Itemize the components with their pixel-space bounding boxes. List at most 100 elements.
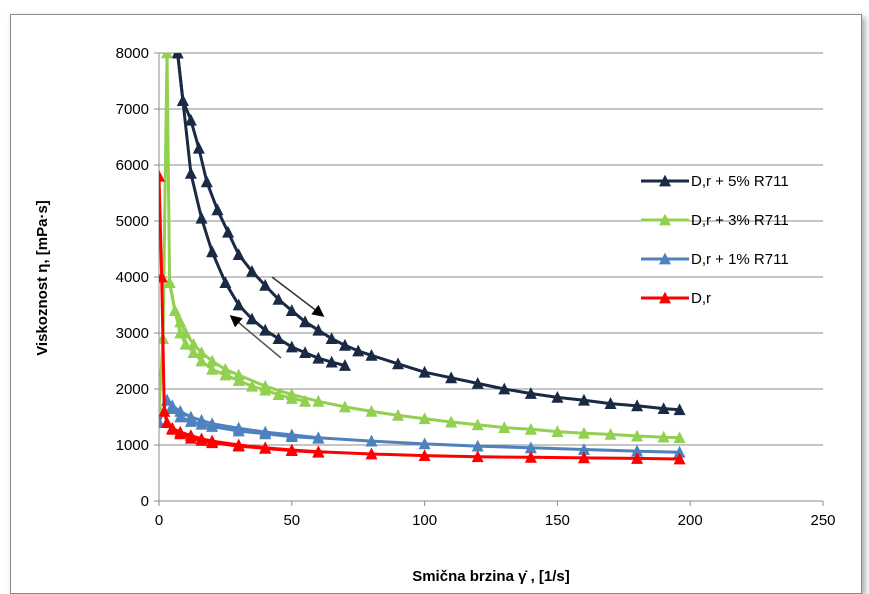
data-point: [365, 447, 378, 460]
data-point: [195, 346, 208, 358]
data-point: [418, 449, 431, 462]
data-point: [179, 337, 192, 350]
data-point: [604, 427, 617, 440]
data-point: [631, 444, 644, 457]
data-point: [195, 211, 208, 224]
x-tick-label: 100: [412, 512, 437, 529]
data-point: [245, 265, 258, 277]
y-tick-label: 2000: [116, 381, 149, 398]
data-point: [577, 443, 590, 455]
data-point: [195, 432, 208, 445]
data-point: [524, 450, 537, 463]
data-point: [471, 439, 484, 452]
data-point: [312, 351, 325, 364]
data-point: [524, 422, 537, 435]
data-point: [352, 344, 365, 357]
data-point: [232, 298, 245, 311]
data-point: [299, 394, 312, 407]
data-point: [160, 53, 173, 59]
data-point: [673, 452, 686, 465]
data-point: [159, 402, 165, 414]
data-point: [272, 332, 285, 344]
data-point: [312, 394, 325, 407]
data-point: [312, 323, 325, 336]
x-tick-label: 200: [678, 512, 703, 529]
data-point: [418, 437, 431, 450]
data-point: [325, 332, 338, 344]
data-point: [577, 451, 590, 464]
data-point: [222, 225, 235, 238]
data-point: [187, 346, 200, 358]
series-line-down: [176, 53, 680, 412]
y-tick-label: 0: [141, 493, 149, 510]
data-point: [338, 400, 351, 413]
data-point: [272, 388, 285, 400]
legend-swatch-marker: [659, 252, 671, 265]
data-point: [325, 355, 338, 368]
series-1: [159, 53, 686, 444]
y-tick-label: 8000: [116, 45, 149, 62]
x-tick-label: 0: [155, 512, 163, 529]
data-point: [657, 430, 670, 443]
y-tick-label: 3000: [116, 325, 149, 342]
data-point: [206, 245, 219, 258]
data-point: [192, 141, 205, 154]
data-point: [577, 393, 590, 406]
data-point: [631, 399, 644, 412]
data-point: [174, 315, 187, 328]
series-group: [159, 53, 686, 465]
x-tick-label: 50: [283, 512, 300, 529]
data-point: [285, 388, 298, 400]
data-point: [159, 169, 165, 182]
data-point: [206, 363, 219, 375]
data-point: [245, 379, 258, 392]
legend-label: D,r + 5% R711: [691, 173, 789, 190]
series-line-up: [176, 53, 346, 367]
data-point: [631, 452, 644, 464]
data-point: [259, 379, 272, 392]
data-point: [206, 434, 219, 447]
data-point: [524, 441, 537, 454]
y-tick-label: 6000: [116, 157, 149, 174]
data-point: [285, 304, 298, 316]
data-point: [338, 359, 351, 371]
data-point: [159, 270, 168, 283]
data-point: [232, 248, 245, 260]
data-point: [365, 349, 378, 361]
data-point: [206, 354, 219, 367]
data-point: [259, 425, 272, 438]
data-point: [551, 391, 564, 403]
data-point: [285, 428, 298, 441]
series-line-up: [159, 53, 306, 409]
data-point: [392, 357, 405, 370]
data-point: [232, 438, 245, 451]
arrow-increasing: [229, 315, 282, 359]
data-point: [187, 337, 200, 350]
x-axis-title: Smična brzina γ̇ , [1/s]: [412, 568, 570, 585]
legend-swatch-marker: [659, 174, 671, 187]
data-point: [673, 445, 686, 458]
legend-swatch-marker: [659, 291, 671, 304]
data-point: [219, 276, 232, 288]
data-point: [312, 445, 325, 458]
x-tick-label: 150: [545, 512, 570, 529]
data-point: [166, 399, 179, 412]
data-point: [166, 421, 179, 434]
legend-label: D,r + 1% R711: [691, 251, 789, 268]
data-point: [604, 397, 617, 409]
data-point: [498, 382, 511, 395]
data-point: [418, 412, 431, 425]
data-point: [184, 410, 197, 423]
data-point: [232, 368, 245, 381]
data-point: [551, 425, 564, 437]
legend-item: D,r + 1% R711: [641, 251, 789, 268]
legend-label: D,r + 3% R711: [691, 212, 789, 229]
data-point: [200, 175, 213, 188]
y-tick-label: 5000: [116, 213, 149, 230]
data-point: [195, 413, 208, 426]
data-point: [176, 94, 189, 106]
data-point: [184, 429, 197, 441]
data-point: [245, 312, 258, 325]
series-2: [159, 393, 686, 458]
series-0: [171, 53, 686, 416]
